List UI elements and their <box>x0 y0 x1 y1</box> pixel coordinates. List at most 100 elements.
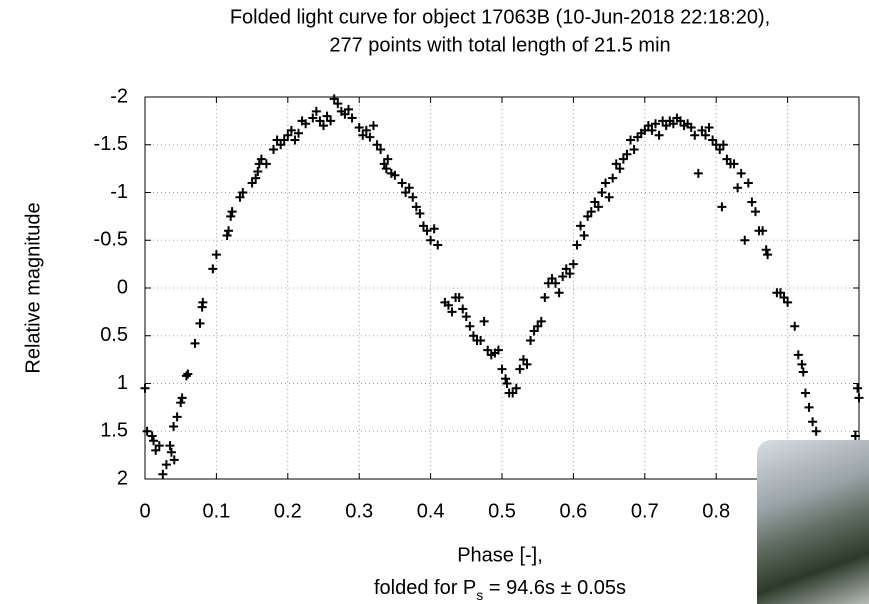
data-point <box>251 173 261 183</box>
data-point <box>368 121 378 131</box>
data-point <box>408 192 418 202</box>
data-point <box>565 269 575 279</box>
data-point <box>227 207 237 217</box>
data-point <box>301 119 311 129</box>
data-point <box>177 393 187 403</box>
data-point <box>390 170 400 180</box>
data-point <box>554 288 564 298</box>
data-point <box>622 149 632 159</box>
y-axis-label: Relative magnitude <box>22 202 44 373</box>
data-point <box>797 359 807 369</box>
x-axis-label-part: folded for P <box>374 577 476 599</box>
data-point <box>515 364 525 374</box>
data-point <box>169 421 179 431</box>
data-point <box>697 125 707 135</box>
data-point <box>733 183 743 193</box>
data-point <box>142 426 152 436</box>
data-point <box>211 250 221 260</box>
data-point <box>181 371 191 381</box>
y-tick-label: 1.5 <box>100 420 128 442</box>
data-point <box>854 393 864 403</box>
data-point <box>572 240 582 250</box>
data-point <box>461 312 471 322</box>
data-point <box>372 140 382 150</box>
data-point <box>583 211 593 221</box>
data-point <box>747 197 757 207</box>
y-tick-label: -1.5 <box>94 133 128 155</box>
data-point <box>401 188 411 197</box>
data-point <box>576 221 586 231</box>
data-point <box>811 426 821 436</box>
data-point <box>608 173 618 183</box>
data-point <box>183 369 193 379</box>
y-tick-label: 1 <box>117 372 128 394</box>
data-point <box>329 94 339 104</box>
x-tick-label: 0.2 <box>274 500 302 522</box>
data-point <box>536 316 546 326</box>
data-point <box>411 202 421 212</box>
x-tick-label: 0.5 <box>488 500 516 522</box>
data-point <box>261 159 271 169</box>
data-point <box>708 135 718 145</box>
data-point <box>661 121 671 131</box>
data-point <box>593 202 603 212</box>
x-tick-label: 0.4 <box>417 500 445 522</box>
data-point <box>147 431 157 441</box>
video-thumbnail <box>757 440 869 604</box>
data-point <box>508 388 518 398</box>
data-point <box>743 178 753 188</box>
y-tick-label: -2 <box>110 85 128 107</box>
data-point <box>717 202 727 212</box>
data-point <box>458 304 468 314</box>
data-point <box>686 123 696 133</box>
y-tick-label: 2 <box>117 467 128 489</box>
data-point <box>761 245 771 255</box>
x-axis-label: folded for Ps = 94.6s ± 0.05s <box>374 577 626 602</box>
data-point <box>526 336 536 346</box>
y-tick-label: 0.5 <box>100 324 128 346</box>
x-tick-label: 0.6 <box>559 500 587 522</box>
data-point <box>736 168 746 178</box>
data-point <box>704 123 714 133</box>
data-point <box>404 183 414 193</box>
data-point <box>343 104 353 114</box>
data-point <box>443 300 453 310</box>
data-point <box>590 197 600 207</box>
data-point <box>426 235 436 245</box>
data-point <box>651 119 661 129</box>
data-point <box>468 331 478 341</box>
data-point <box>333 99 343 109</box>
data-point <box>586 207 596 217</box>
data-point <box>775 288 785 298</box>
data-point <box>269 145 279 155</box>
y-tick-label: 0 <box>117 276 128 298</box>
data-point <box>319 121 328 131</box>
data-point <box>518 355 528 365</box>
data-point <box>729 159 739 169</box>
data-point <box>140 383 150 393</box>
data-point <box>798 367 808 377</box>
chart-title: Folded light curve for object 17063B (10… <box>230 6 770 28</box>
data-point <box>715 145 725 155</box>
data-point <box>429 224 439 234</box>
data-point <box>690 130 700 140</box>
data-point <box>169 455 179 465</box>
data-point <box>808 417 818 427</box>
data-point <box>551 278 561 288</box>
data-point <box>238 188 248 197</box>
data-point <box>540 293 550 303</box>
data-point <box>161 460 171 470</box>
data-point <box>418 221 428 231</box>
data-point <box>522 359 532 369</box>
data-point <box>740 235 750 245</box>
data-point <box>379 159 389 169</box>
data-point <box>149 436 159 446</box>
data-point <box>465 321 475 331</box>
data-point <box>256 154 266 164</box>
data-point <box>533 321 543 331</box>
data-point <box>354 123 364 133</box>
data-point <box>322 111 332 121</box>
data-point <box>198 297 208 307</box>
data-point <box>151 445 161 455</box>
